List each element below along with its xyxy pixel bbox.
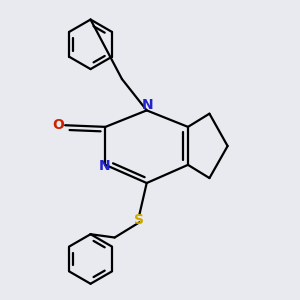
Text: N: N xyxy=(99,158,111,172)
Text: S: S xyxy=(134,213,144,227)
Text: N: N xyxy=(142,98,153,112)
Text: O: O xyxy=(52,118,64,132)
